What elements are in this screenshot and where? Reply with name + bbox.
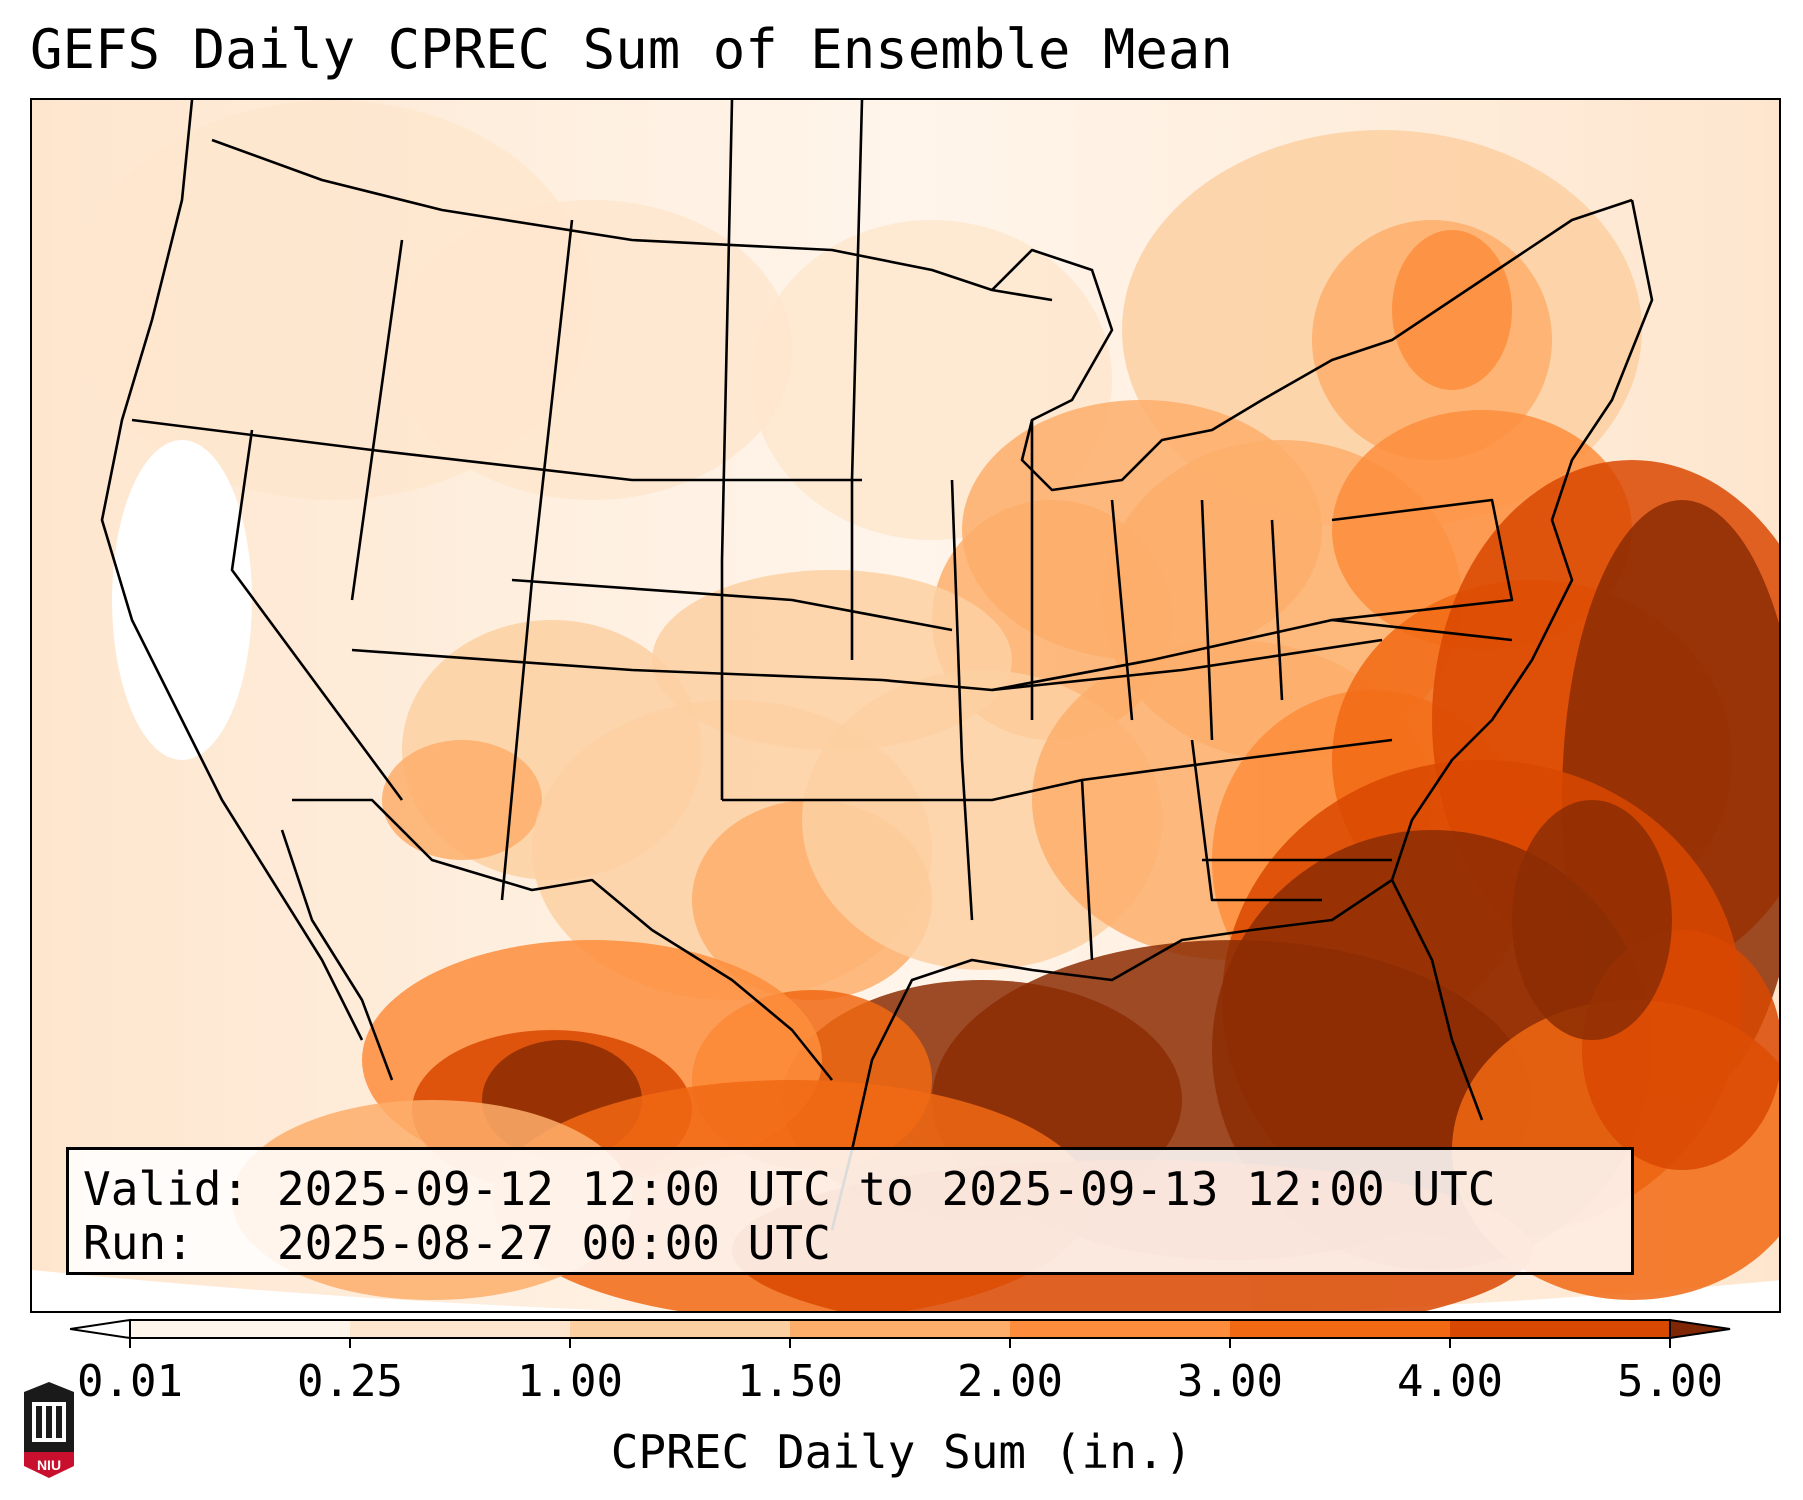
boundary-line: [1270, 519, 1284, 701]
precip-blob: [1512, 800, 1672, 1040]
precip-dry-pocket: [112, 440, 252, 760]
valid-value: 2025-09-12 12:00 UTC to 2025-09-13 12:00…: [276, 1162, 1496, 1216]
run-label: Run:: [83, 1216, 194, 1270]
boundary-line: [350, 239, 404, 601]
boundary-line: [1110, 499, 1134, 721]
colorbar-tick-label: 2.00: [957, 1356, 1063, 1407]
colorbar-over-triangle: [1669, 1318, 1731, 1340]
precip-map: [32, 100, 1779, 1311]
colorbar-segment: [1010, 1320, 1231, 1338]
colorbar-frame: [129, 1319, 1671, 1339]
colorbar-svg: 0.01 0.25 1.00 1.50 2.00 3.00 4.00 5.00: [69, 1318, 1731, 1407]
colorbar-tick-label: 0.25: [297, 1356, 403, 1407]
boundary-line: [230, 429, 404, 801]
boundary-line: [500, 219, 574, 901]
colorbar-segment: [790, 1320, 1011, 1338]
colorbar-label: CPREC Daily Sum (in.): [610, 1425, 1193, 1479]
map-panel: [30, 98, 1781, 1313]
plot-title: GEFS Daily CPREC Sum of Ensemble Mean: [30, 18, 1233, 81]
colorbar-tick-label: 0.01: [77, 1356, 183, 1407]
colorbar-under-triangle: [69, 1318, 131, 1340]
colorbar-tick-label: 5.00: [1617, 1356, 1723, 1407]
boundary-line: [351, 638, 1383, 692]
boundary-line: [1190, 739, 1322, 902]
boundary-line: [280, 829, 394, 1081]
boundary-line: [1200, 499, 1214, 741]
run-row: Run: 2025-08-27 00:00 UTC: [83, 1216, 1617, 1270]
colorbar-tick-label: 4.00: [1397, 1356, 1503, 1407]
colorbar-tick-label: 1.00: [517, 1356, 623, 1407]
boundary-line: [292, 798, 834, 1081]
precip-blob: [392, 200, 792, 500]
boundary-line: [211, 138, 1053, 302]
precip-blob: [1392, 230, 1512, 390]
boundary-line: [950, 479, 974, 921]
colorbar: 0.01 0.25 1.00 1.50 2.00 3.00 4.00 5.00: [69, 1318, 1740, 1478]
boundary-line: [991, 618, 1513, 692]
colorbar-tick-label: 1.50: [737, 1356, 843, 1407]
boundary-line: [100, 100, 364, 1041]
run-value: 2025-08-27 00:00 UTC: [276, 1216, 831, 1270]
boundary-line: [991, 198, 1633, 492]
boundary-line: [830, 878, 1393, 1231]
boundary-line: [850, 100, 864, 660]
logo-text: NIU: [37, 1457, 61, 1473]
boundary-line: [1331, 498, 1514, 622]
colorbar-segment: [1230, 1320, 1451, 1338]
info-box: Valid: 2025-09-12 12:00 UTC to 2025-09-1…: [66, 1147, 1634, 1275]
colorbar-segment: [570, 1320, 791, 1338]
boundary-line: [720, 100, 734, 800]
niu-logo: NIU: [24, 1382, 74, 1478]
valid-row: Valid: 2025-09-12 12:00 UTC to 2025-09-1…: [83, 1162, 1617, 1216]
state-boundaries: [100, 100, 1654, 1231]
colorbar-segment: [350, 1320, 571, 1338]
precip-blob: [382, 740, 542, 860]
colorbar-tick-label: 3.00: [1177, 1356, 1283, 1407]
boundary-line: [511, 578, 953, 632]
colorbar-segment: [1450, 1320, 1671, 1338]
boundary-line: [1390, 199, 1654, 1121]
boundary-line: [1080, 779, 1094, 961]
valid-label: Valid:: [83, 1162, 250, 1216]
colorbar-segment: [130, 1320, 351, 1338]
